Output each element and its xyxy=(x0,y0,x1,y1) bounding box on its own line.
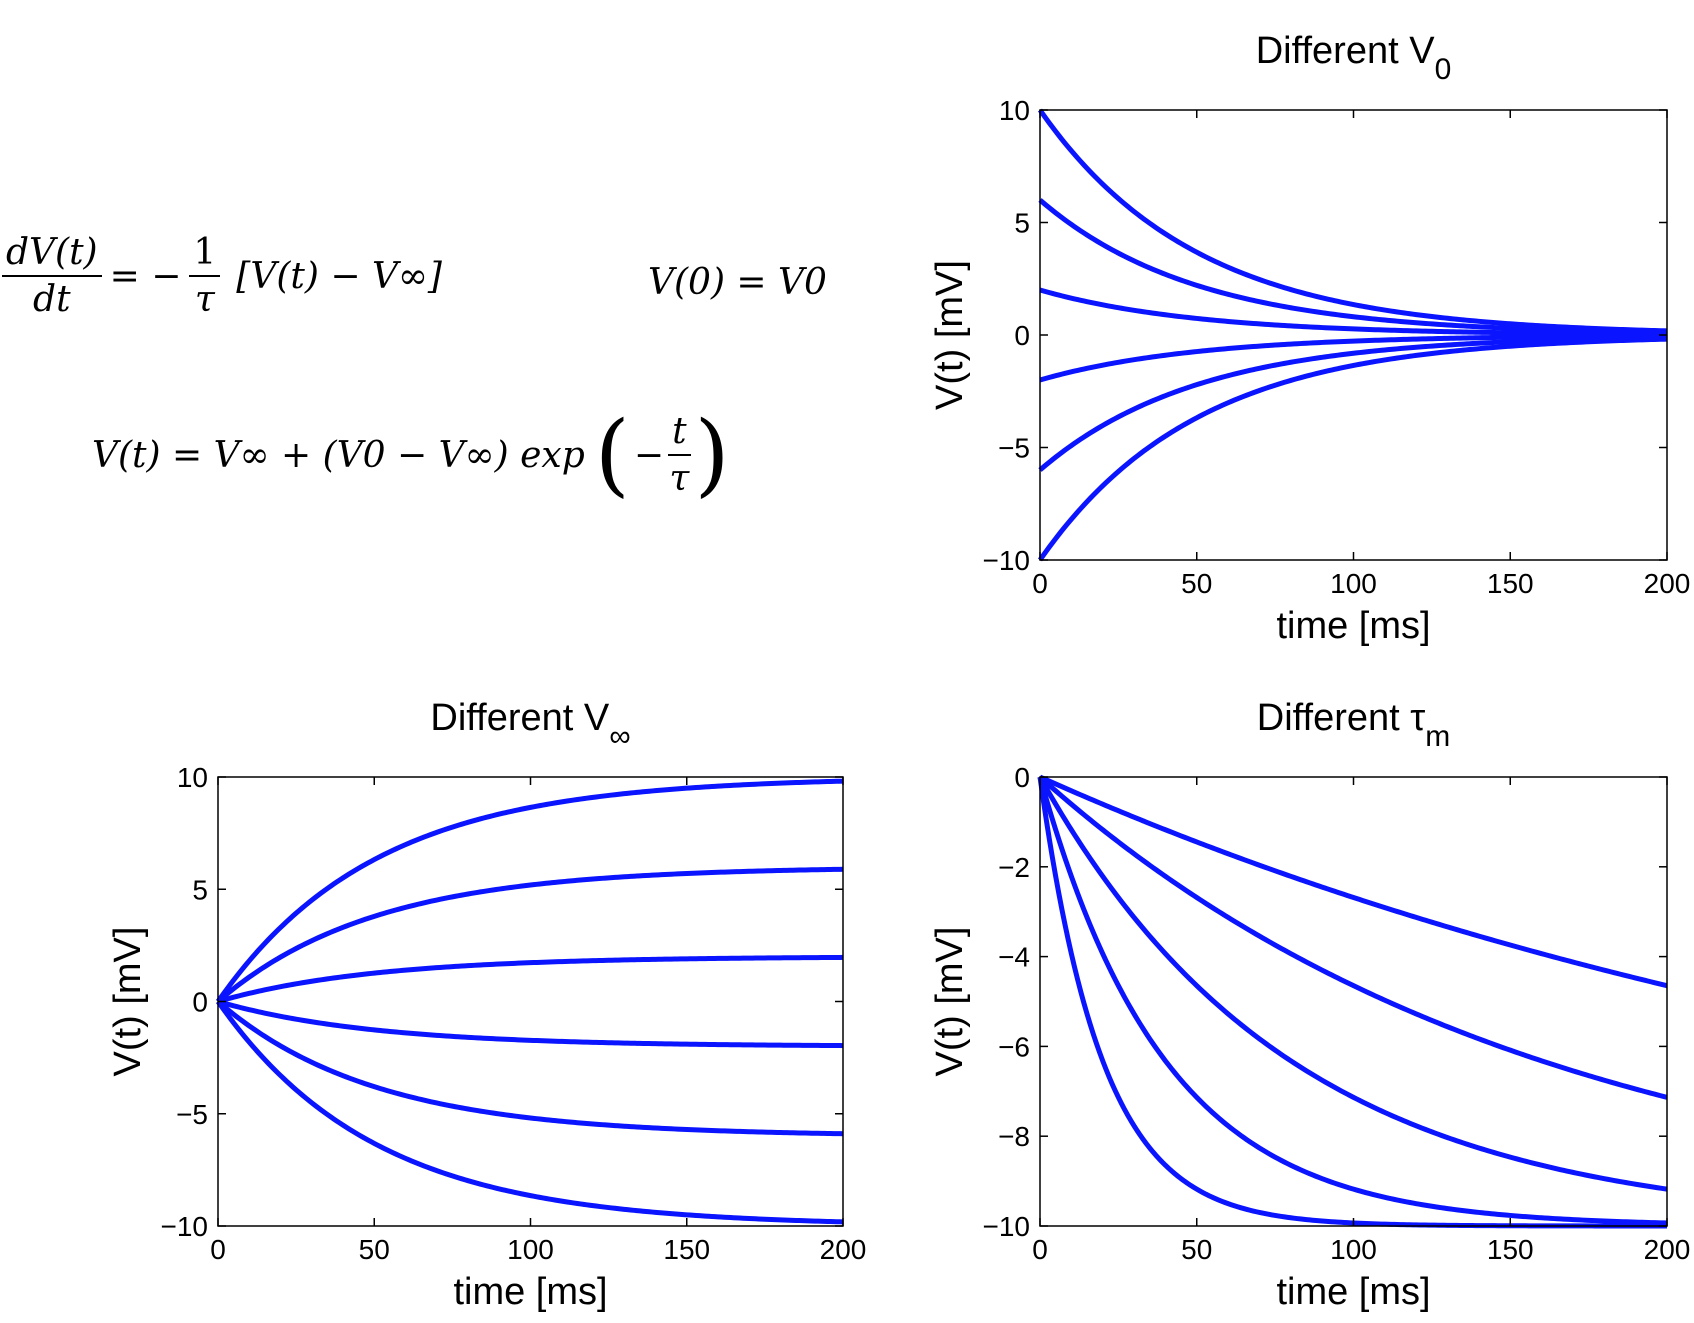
x-tick-label: 0 xyxy=(210,1234,226,1265)
solution-exp-fraction: t τ xyxy=(668,411,691,499)
x-axis-label: time [ms] xyxy=(453,1271,607,1313)
ode-equals-minus: = − xyxy=(109,255,182,297)
ode-equation: dV(t) dt = − 1 τ [V(t) − V∞] xyxy=(2,232,442,320)
chart-title-main: Different V xyxy=(1256,30,1435,72)
initial-condition: V(0) = V0 xyxy=(648,262,827,303)
x-axis-label: time [ms] xyxy=(1276,605,1430,647)
y-tick-label: −10 xyxy=(161,1211,209,1242)
x-tick-label: 200 xyxy=(1644,1234,1691,1265)
x-tick-label: 50 xyxy=(1181,568,1212,599)
series-line-tau-3 xyxy=(1037,776,1668,1226)
x-tick-label: 0 xyxy=(1032,1234,1048,1265)
ode-rhs-numerator: 1 xyxy=(189,232,221,277)
series-line-v0-4 xyxy=(1038,334,1668,472)
y-tick-label: −2 xyxy=(998,852,1030,883)
y-tick-label: −10 xyxy=(983,1211,1031,1242)
chart-title-subscript: 0 xyxy=(1435,53,1452,86)
series-line-vinf-0 xyxy=(215,778,844,1003)
x-tick-label: 50 xyxy=(1181,1234,1212,1265)
axes-frame xyxy=(1039,776,1668,1227)
series-line-v0-3 xyxy=(1039,333,1668,383)
ode-bracket-term: [V(t) − V∞] xyxy=(236,255,442,297)
y-tick-label: 5 xyxy=(192,874,208,905)
x-tick-label: 200 xyxy=(820,1234,867,1265)
solution-open-paren: ( xyxy=(594,402,630,507)
y-tick-label: 0 xyxy=(1014,320,1030,351)
ode-lhs-denominator: dt xyxy=(33,279,71,320)
ode-rhs-denominator: τ xyxy=(194,279,215,320)
series-line-vinf-3 xyxy=(217,999,844,1049)
chart-title: Different V∞ xyxy=(430,697,630,753)
y-tick-label: −5 xyxy=(176,1099,208,1130)
series-line-vinf-5 xyxy=(215,1000,844,1225)
series-line-v0-5 xyxy=(1037,336,1668,562)
x-tick-label: 150 xyxy=(1487,568,1534,599)
chart-title-subscript: m xyxy=(1425,720,1450,753)
chart-title: Different V0 xyxy=(1256,30,1452,86)
series-line-v0-0 xyxy=(1037,108,1668,334)
y-axis-label: V(t) [mV] xyxy=(107,927,149,1077)
y-tick-label: −8 xyxy=(998,1121,1030,1152)
series-line-tau-2 xyxy=(1037,775,1668,1192)
x-tick-label: 150 xyxy=(1487,1234,1534,1265)
chart-title-subscript: ∞ xyxy=(609,720,630,753)
solution-minus: − xyxy=(633,434,665,476)
y-tick-label: 5 xyxy=(1014,208,1030,239)
series-line-tau-1 xyxy=(1038,775,1668,1100)
x-tick-label: 0 xyxy=(1032,568,1048,599)
y-axis-label: V(t) [mV] xyxy=(929,927,971,1077)
series-line-v0-2 xyxy=(1039,287,1668,337)
solution-lhs: V(t) = V∞ + (V0 − V∞) exp xyxy=(92,434,585,476)
axes-frame xyxy=(217,776,844,1227)
y-axis-label: V(t) [mV] xyxy=(929,260,971,410)
x-tick-label: 100 xyxy=(1330,1234,1377,1265)
y-tick-label: 0 xyxy=(192,987,208,1018)
series-line-v0-1 xyxy=(1038,198,1668,336)
solution-frac-numerator: t xyxy=(668,411,691,456)
series-line-vinf-4 xyxy=(216,999,844,1137)
solution-close-paren: ) xyxy=(694,402,730,507)
x-tick-label: 50 xyxy=(359,1234,390,1265)
ode-rhs-fraction: 1 τ xyxy=(189,232,221,320)
y-tick-label: 0 xyxy=(1014,762,1030,793)
x-tick-label: 200 xyxy=(1644,568,1691,599)
y-tick-label: −6 xyxy=(998,1031,1030,1062)
chart-tau: 0 50 100 150 200 0 −2 −4 −6 −8 −10 time [ms] V(t) [m… xyxy=(929,697,1690,1313)
ode-lhs-numerator: dV(t) xyxy=(2,232,102,277)
y-tick-label: −10 xyxy=(983,545,1031,576)
series-line-vinf-2 xyxy=(217,954,844,1004)
series-line-tau-4 xyxy=(1037,776,1667,1229)
ode-lhs-fraction: dV(t) dt xyxy=(2,232,102,320)
solution-frac-denominator: τ xyxy=(669,458,690,499)
chart-title: Different τm xyxy=(1257,697,1451,753)
x-axis-label: time [ms] xyxy=(1276,1271,1430,1313)
y-tick-label: 10 xyxy=(177,762,208,793)
chart-title-main: Different V xyxy=(430,697,609,739)
chart-title-main: Different τ xyxy=(1257,697,1426,739)
x-tick-label: 150 xyxy=(663,1234,710,1265)
x-tick-label: 100 xyxy=(1330,568,1377,599)
y-tick-label: 10 xyxy=(999,95,1030,126)
series-line-vinf-1 xyxy=(216,866,844,1004)
x-tick-label: 100 xyxy=(507,1234,554,1265)
solution-equation: V(t) = V∞ + (V0 − V∞) exp ( − t τ ) xyxy=(92,410,730,500)
y-tick-label: −5 xyxy=(998,433,1030,464)
y-tick-label: −4 xyxy=(998,942,1030,973)
series-line-tau-0 xyxy=(1038,774,1668,989)
